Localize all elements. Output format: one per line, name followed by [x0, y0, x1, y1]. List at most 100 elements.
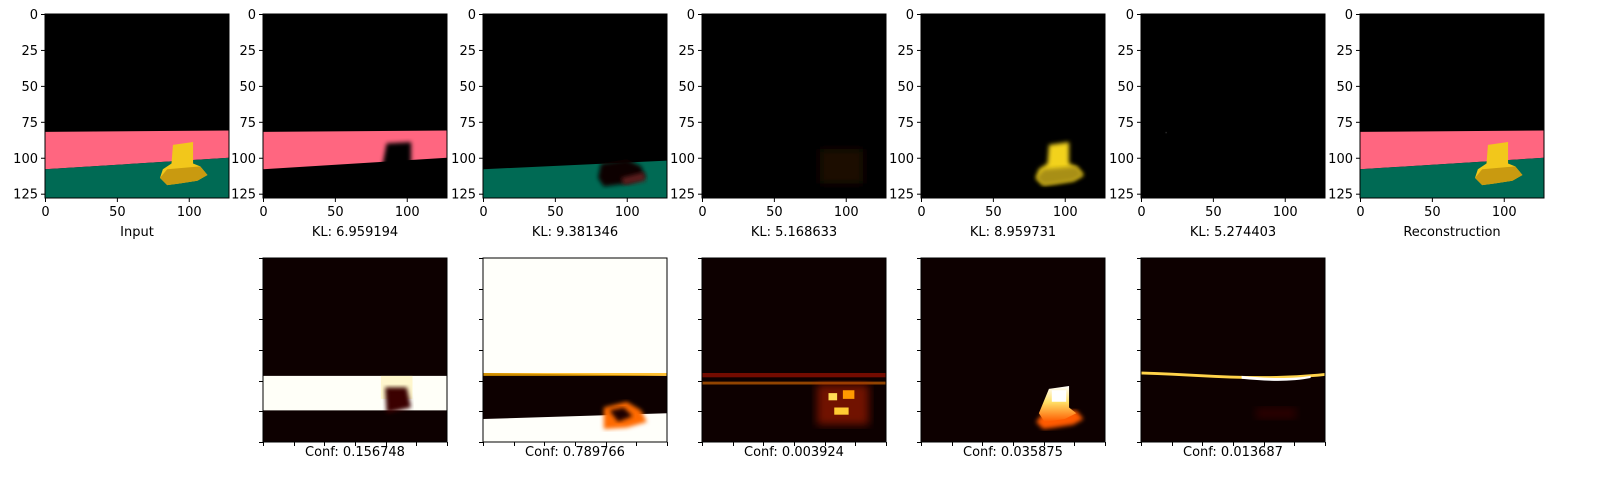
top-panel-6-caption: KL: 5.274403 — [1190, 225, 1276, 240]
top-panel-4-ytick-label: 25 — [678, 44, 695, 59]
top-panel-2-xtick-label: 50 — [327, 205, 344, 220]
top-panel-2-ytick-label: 25 — [239, 44, 256, 59]
top-panel-5-frame — [920, 13, 1106, 199]
top-panel-3-xtick-label: 100 — [615, 205, 640, 220]
bottom-panel-3-image — [702, 258, 886, 442]
top-panel-2-image — [263, 14, 447, 198]
bottom-panel-4-caption: Conf: 0.035875 — [963, 445, 1063, 460]
top-panel-7-ytick-label: 50 — [1336, 80, 1353, 95]
bottom-panel-5-image — [1141, 258, 1325, 442]
bottom-row: Conf: 0.156748 Conf: 0.789766 Conf: 0.0039… — [259, 257, 1326, 460]
bottom-panel-1: Conf: 0.156748 — [259, 257, 448, 460]
top-panel-3-xtick-label: 0 — [479, 205, 487, 220]
top-panel-6-image — [1141, 14, 1325, 198]
top-panel-2-ytick-label: 100 — [231, 152, 256, 167]
top-panel-3-frame — [482, 13, 668, 199]
top-panel-7-xtick-label: 0 — [1356, 205, 1364, 220]
top-panel-7-frame — [1359, 13, 1545, 199]
top-panel-6-frame — [1140, 13, 1326, 199]
bottom-panel-1-caption: Conf: 0.156748 — [305, 445, 405, 460]
top-panel-6-xtick-label: 0 — [1137, 205, 1145, 220]
top-panel-1-image — [45, 14, 229, 198]
top-panel-1-ytick-label: 25 — [21, 44, 38, 59]
top-panel-2-xtick-label: 0 — [259, 205, 267, 220]
top-panel-6-ytick-label: 100 — [1109, 152, 1134, 167]
top-panel-5-image — [921, 14, 1105, 198]
top-panel-1-ytick-label: 0 — [30, 8, 38, 23]
top-panel-5-ytick-label: 125 — [889, 188, 914, 203]
top-panel-2-frame — [262, 13, 448, 199]
bottom-panel-5: Conf: 0.013687 — [1137, 257, 1326, 460]
top-panel-1-ytick-label: 75 — [21, 116, 38, 131]
top-panel-3-ytick-label: 100 — [451, 152, 476, 167]
top-panel-4-ytick-label: 50 — [678, 80, 695, 95]
top-panel-4-xtick-label: 100 — [834, 205, 859, 220]
bottom-panel-5-caption: Conf: 0.013687 — [1183, 445, 1283, 460]
top-panel-7-ytick-label: 100 — [1328, 152, 1353, 167]
top-panel-3-ytick-label: 50 — [459, 80, 476, 95]
top-panel-2-ytick-label: 75 — [239, 116, 256, 131]
top-panel-7-image — [1360, 14, 1544, 198]
top-panel-4-ytick-label: 100 — [670, 152, 695, 167]
top-panel-3-ytick-label: 125 — [451, 188, 476, 203]
top-panel-3-ytick-label: 25 — [459, 44, 476, 59]
bottom-panel-4-image — [921, 258, 1105, 442]
top-panel-1-ytick-label: 50 — [21, 80, 38, 95]
bottom-panel-3: Conf: 0.003924 — [698, 257, 887, 460]
top-panel-4-xtick-label: 50 — [766, 205, 783, 220]
top-panel-7-ytick-label: 125 — [1328, 188, 1353, 203]
top-panel-6-ytick-label: 125 — [1109, 188, 1134, 203]
top-panel-7-xtick-label: 100 — [1492, 205, 1517, 220]
top-panel-3-image — [483, 14, 667, 198]
top-panel-5-caption: KL: 8.959731 — [970, 225, 1056, 240]
top-panel-5-xtick-label: 50 — [985, 205, 1002, 220]
top-panel-7-ytick-label: 25 — [1336, 44, 1353, 59]
top-panel-4-ytick-label: 125 — [670, 188, 695, 203]
top-panel-2-ytick-label: 125 — [231, 188, 256, 203]
top-panel-2-ytick-label: 0 — [248, 8, 256, 23]
top-panel-5-ytick-label: 25 — [897, 44, 914, 59]
bottom-panel-2-image — [483, 258, 667, 442]
top-panel-5-ytick-label: 100 — [889, 152, 914, 167]
top-panel-6-ytick-label: 0 — [1126, 8, 1134, 23]
top-panel-1-frame — [44, 13, 230, 199]
top-panel-6-ytick-label: 25 — [1117, 44, 1134, 59]
top-panel-6-ytick-label: 75 — [1117, 116, 1134, 131]
top-panel-5-ytick-label: 75 — [897, 116, 914, 131]
top-panel-6-xtick-label: 50 — [1205, 205, 1222, 220]
top-panel-3-xtick-label: 50 — [547, 205, 564, 220]
top-panel-1-xtick-label: 0 — [41, 205, 49, 220]
top-panel-3-ytick-label: 75 — [459, 116, 476, 131]
top-panel-1-ytick-label: 125 — [13, 188, 38, 203]
top-panel-7-xtick-label: 50 — [1424, 205, 1441, 220]
top-panel-5-xtick-label: 100 — [1053, 205, 1078, 220]
top-panel-3-caption: KL: 9.381346 — [532, 225, 618, 240]
top-panel-1-ytick-label: 100 — [13, 152, 38, 167]
top-panel-1-xtick-label: 50 — [109, 205, 126, 220]
bottom-panel-3-caption: Conf: 0.003924 — [744, 445, 844, 460]
top-panel-7-caption: Reconstruction — [1403, 225, 1500, 240]
top-panel-3-ytick-label: 0 — [468, 8, 476, 23]
top-panel-4-caption: KL: 5.168633 — [751, 225, 837, 240]
top-panel-2-caption: KL: 6.959194 — [312, 225, 398, 240]
top-panel-5-ytick-label: 50 — [897, 80, 914, 95]
top-panel-6-ytick-label: 50 — [1117, 80, 1134, 95]
top-panel-7-ytick-label: 75 — [1336, 116, 1353, 131]
bottom-panel-2: Conf: 0.789766 — [479, 257, 668, 460]
top-panel-4-image — [702, 14, 886, 198]
top-panel-2-ytick-label: 50 — [239, 80, 256, 95]
top-panel-4-xtick-label: 0 — [698, 205, 706, 220]
bottom-panel-4: Conf: 0.035875 — [917, 257, 1106, 460]
top-panel-4-frame — [701, 13, 887, 199]
top-panel-2-xtick-label: 100 — [395, 205, 420, 220]
top-panel-6-xtick-label: 100 — [1273, 205, 1298, 220]
